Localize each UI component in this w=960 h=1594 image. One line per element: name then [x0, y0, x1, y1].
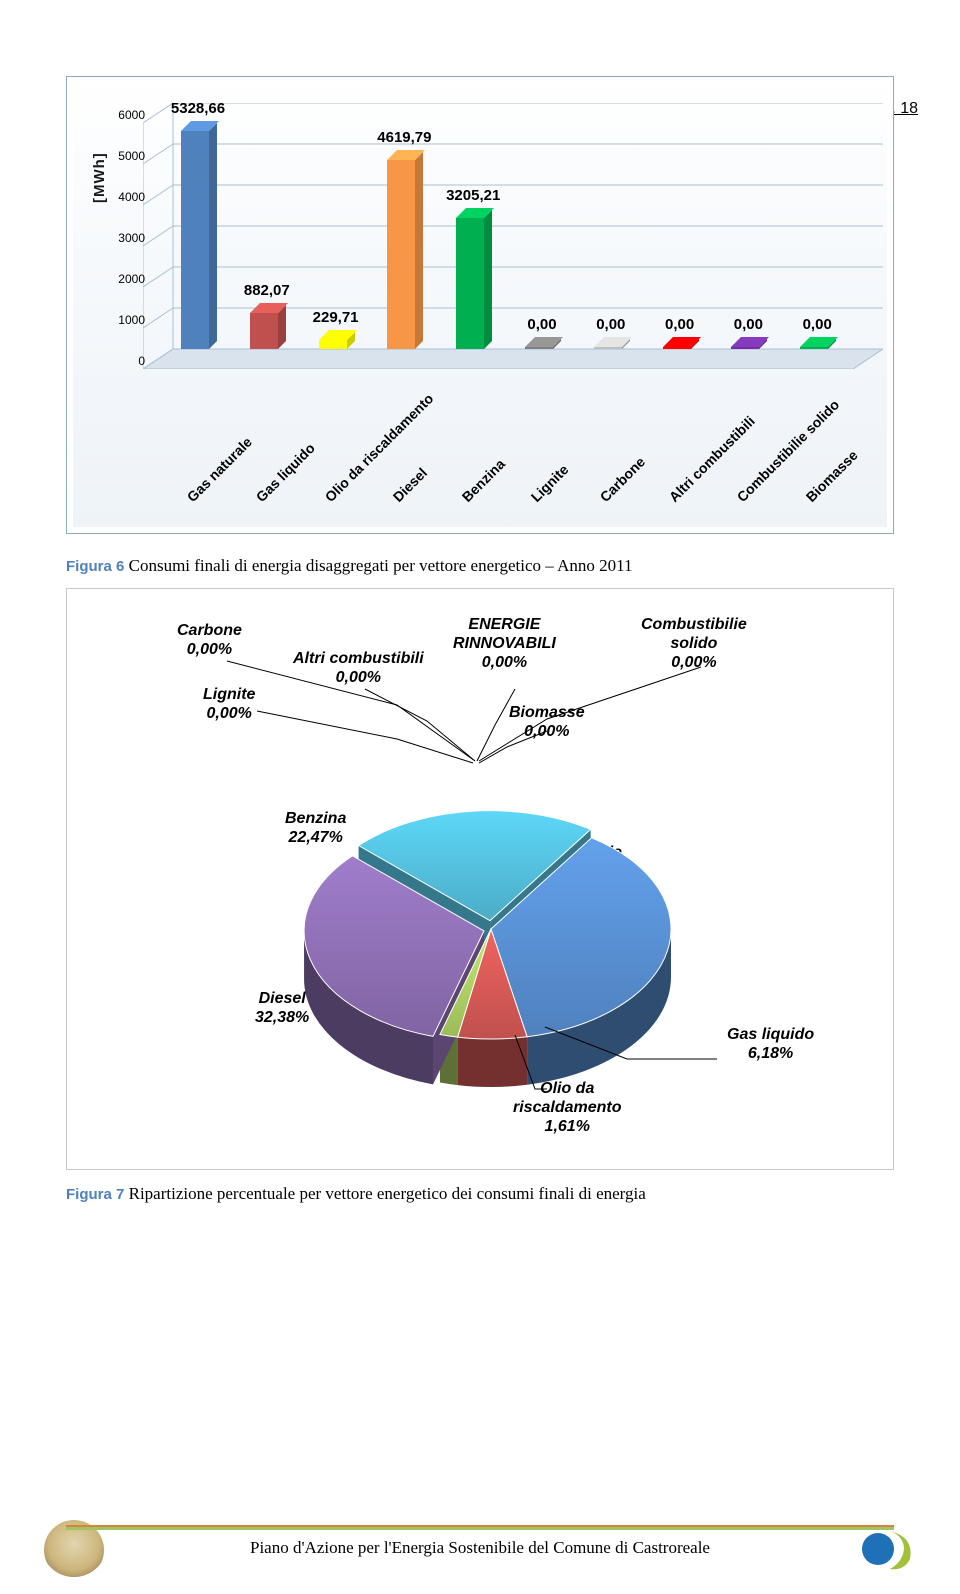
bar-value-label: 4619,79 [377, 129, 431, 146]
y-axis-labels: 0100020003000400050006000 [111, 101, 145, 357]
x-category-label: Carbone [596, 454, 647, 505]
pie-label-gas-liquido: Gas liquido 6,18% [727, 1025, 814, 1063]
x-category-label: Diesel [390, 465, 430, 505]
bar-value-label: 882,07 [244, 282, 290, 299]
x-category-label: Lignite [528, 461, 572, 505]
bar-value-label: 0,00 [734, 316, 763, 333]
figure-7-text: Ripartizione percentuale per vettore ene… [124, 1184, 645, 1203]
y-axis-title: [MWh] [91, 152, 108, 203]
footer-text: Piano d'Azione per l'Energia Sostenibile… [250, 1538, 710, 1557]
footer: Piano d'Azione per l'Energia Sostenibile… [0, 1525, 960, 1558]
pie-label-altri: Altri combustibili 0,00% [293, 649, 424, 687]
bar-value-label: 3205,21 [446, 187, 500, 204]
bar-value-label: 0,00 [596, 316, 625, 333]
bar-value-label: 0,00 [527, 316, 556, 333]
bar-value-label: 229,71 [313, 309, 359, 326]
footer-logo-icon [860, 1519, 916, 1580]
figure-7-caption: Figura 7 Ripartizione percentuale per ve… [66, 1184, 894, 1204]
footer-rule [66, 1525, 894, 1530]
figure-6-text: Consumi finali di energia disaggregati p… [124, 556, 632, 575]
pie-label-rinnovabili: ENERGIE RINNOVABILI 0,00% [453, 615, 556, 673]
pie-label-lignite: Lignite 0,00% [203, 685, 255, 723]
bar-value-label: 0,00 [665, 316, 694, 333]
figure-7-label: Figura 7 [66, 1186, 124, 1203]
bar-value-label: 5328,66 [171, 100, 225, 117]
x-category-label: Gas naturale [184, 434, 255, 505]
bar-series: 5328,66882,07229,714619,793205,210,000,0… [175, 97, 863, 349]
x-category-label: Gas liquido [252, 440, 317, 505]
x-category-label: Olio da riscaldamento [321, 390, 436, 505]
bar-value-label: 0,00 [803, 316, 832, 333]
figure-6-caption: Figura 6 Consumi finali di energia disag… [66, 556, 894, 576]
pie-label-biomasse: Biomasse 0,00% [509, 703, 585, 741]
bar-chart: [MWh] 0100020003000400050006000 5328,66 8… [66, 76, 894, 534]
page: Pag. 18 [0, 76, 960, 1594]
pie-label-solido: Combustibilie solido 0,00% [641, 615, 747, 673]
pie-body [281, 749, 701, 1149]
pie-label-carbone: Carbone 0,00% [177, 621, 242, 659]
figure-6-label: Figura 6 [66, 558, 124, 575]
pie-chart: Carbone 0,00% Altri combustibili 0,00% E… [66, 588, 894, 1170]
x-category-label: Benzina [459, 456, 508, 505]
x-axis-labels: Gas naturaleGas liquidoOlio da riscaldam… [173, 363, 873, 513]
x-category-label: Biomasse [803, 447, 861, 505]
